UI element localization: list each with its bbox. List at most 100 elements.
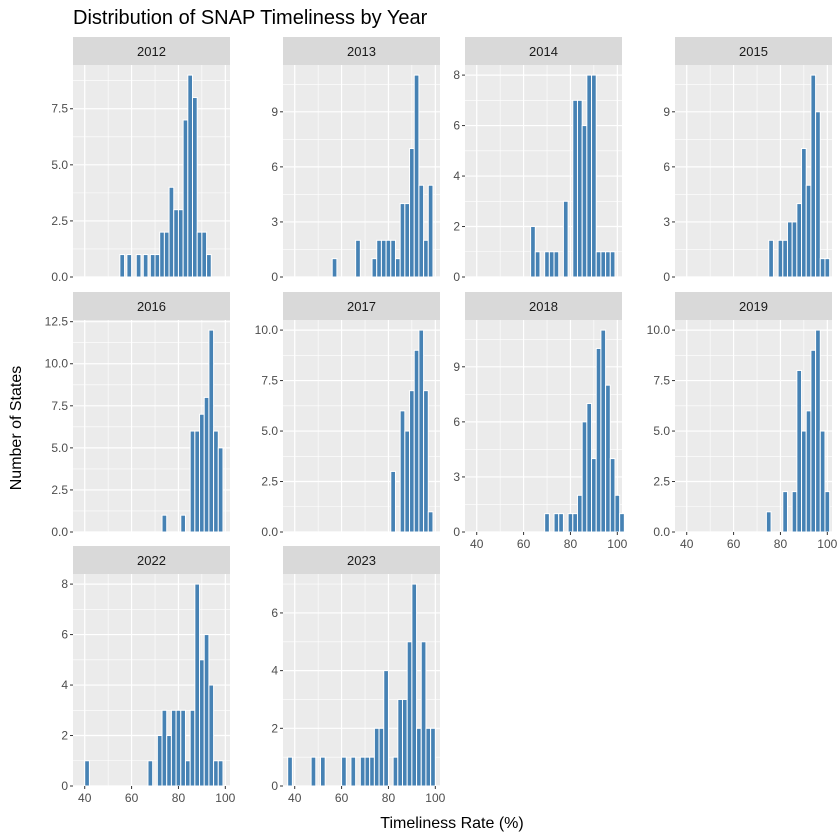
y-tick-label: 10.0 [255,323,279,337]
histogram-bar [430,727,436,787]
y-tick-label: 3 [663,215,670,229]
histogram-bar [194,430,201,533]
histogram-bar [196,231,203,278]
histogram-bar [423,239,429,278]
histogram-bar [350,756,357,787]
y-tick-label: 9 [663,105,670,119]
histogram-bar [425,727,432,787]
histogram-bar [397,698,404,787]
histogram-bar [199,659,205,787]
histogram-bar [376,239,382,278]
y-tick-label: 8 [453,68,460,82]
facet-panel-2015: 2015 0 3 6 9 [663,37,832,284]
facet-strip-label: 2017 [347,299,376,314]
histogram-bar [801,430,807,533]
y-tick-label: 0.0 [51,525,68,539]
facet-strip [283,37,440,65]
histogram-bar [609,251,616,278]
histogram-bar [553,513,560,533]
histogram-bar [591,458,597,533]
y-tick-label: 7.5 [653,374,670,388]
y-tick-label: 0 [453,270,460,284]
histogram-bar [427,184,434,278]
histogram-bar [614,494,621,533]
histogram-bar [786,221,793,278]
histogram-bar [416,727,422,787]
facet-panel-2012: 2012 0.0 2.5 5.0 7.5 [51,37,230,284]
y-tick-label: 5.0 [653,424,670,438]
histogram-bar [819,258,826,278]
y-tick-label: 4 [453,169,460,183]
facet-panel-2016: 2016 0.0 2.5 5.0 7.5 10.0 12.5 [45,292,230,539]
y-tick-label: 2 [453,220,460,234]
histogram-bar [404,430,411,533]
histogram-bar [815,111,821,278]
histogram-bar [796,369,803,533]
y-tick-label: 4 [61,678,68,692]
histogram-bar [572,99,578,278]
y-tick-label: 4 [271,664,278,678]
chart-title: Distribution of SNAP Timeliness by Year [73,7,428,29]
y-tick-label: 7.5 [261,374,278,388]
histogram-bar [796,203,803,278]
x-tick-label: 80 [564,537,578,551]
histogram-bar [530,226,536,278]
histogram-bar [418,329,425,533]
y-tick-label: 6 [663,160,670,174]
histogram-bar [341,756,347,787]
facet-panel-2023: 2023 0 2 4 6 40 60 80 100 [271,546,446,805]
histogram-bar [390,239,396,278]
facet-strip [675,37,832,65]
histogram-bar [163,231,170,278]
y-tick-label: 6 [453,415,460,429]
histogram-bar [199,413,205,533]
histogram-bar [373,727,380,787]
y-tick-label: 7.5 [51,399,68,413]
x-tick-label: 100 [215,791,235,805]
panel-background [465,65,622,277]
y-tick-label: 2.5 [51,483,68,497]
histogram-bar [364,756,371,787]
histogram-bar [187,74,194,278]
y-tick-label: 6 [271,606,278,620]
histogram-bar [406,641,413,787]
histogram-bar [544,251,550,278]
histogram-bar [600,251,607,278]
histogram-bar [182,119,189,278]
histogram-bar [192,97,198,278]
y-tick-label: 9 [453,360,460,374]
histogram-bar [777,239,784,278]
histogram-bar [385,239,392,278]
histogram-bar [383,670,389,787]
histogram-bar [423,390,429,533]
x-tick-label: 100 [425,791,445,805]
histogram-bar [213,430,219,533]
x-tick-label: 40 [288,791,302,805]
y-axis-title: Number of States [8,366,25,491]
histogram-bar [161,709,168,787]
x-tick-label: 40 [470,537,484,551]
histogram-bar [159,231,165,278]
histogram-bar [810,349,817,533]
y-tick-label: 6 [271,160,278,174]
facet-strip-label: 2013 [347,44,376,59]
facet-strip-label: 2023 [347,553,376,568]
y-tick-label: 0 [271,779,278,793]
y-tick-label: 0 [61,779,68,793]
histogram-bar [378,727,385,787]
y-tick-label: 3 [271,215,278,229]
histogram-bar [331,258,338,278]
y-tick-label: 5.0 [51,441,68,455]
histogram-bar [126,254,133,278]
y-tick-label: 7.5 [51,102,68,116]
x-axis-title: Timeliness Rate (%) [380,815,523,832]
histogram-bar [810,74,817,278]
x-tick-label: 100 [607,537,627,551]
histogram-bar [208,329,215,533]
histogram-bar [605,251,611,278]
histogram-bar [548,251,555,278]
histogram-bar [562,200,569,278]
histogram-bar [217,760,224,787]
histogram-bar [177,209,184,278]
histogram-bar [805,410,812,533]
